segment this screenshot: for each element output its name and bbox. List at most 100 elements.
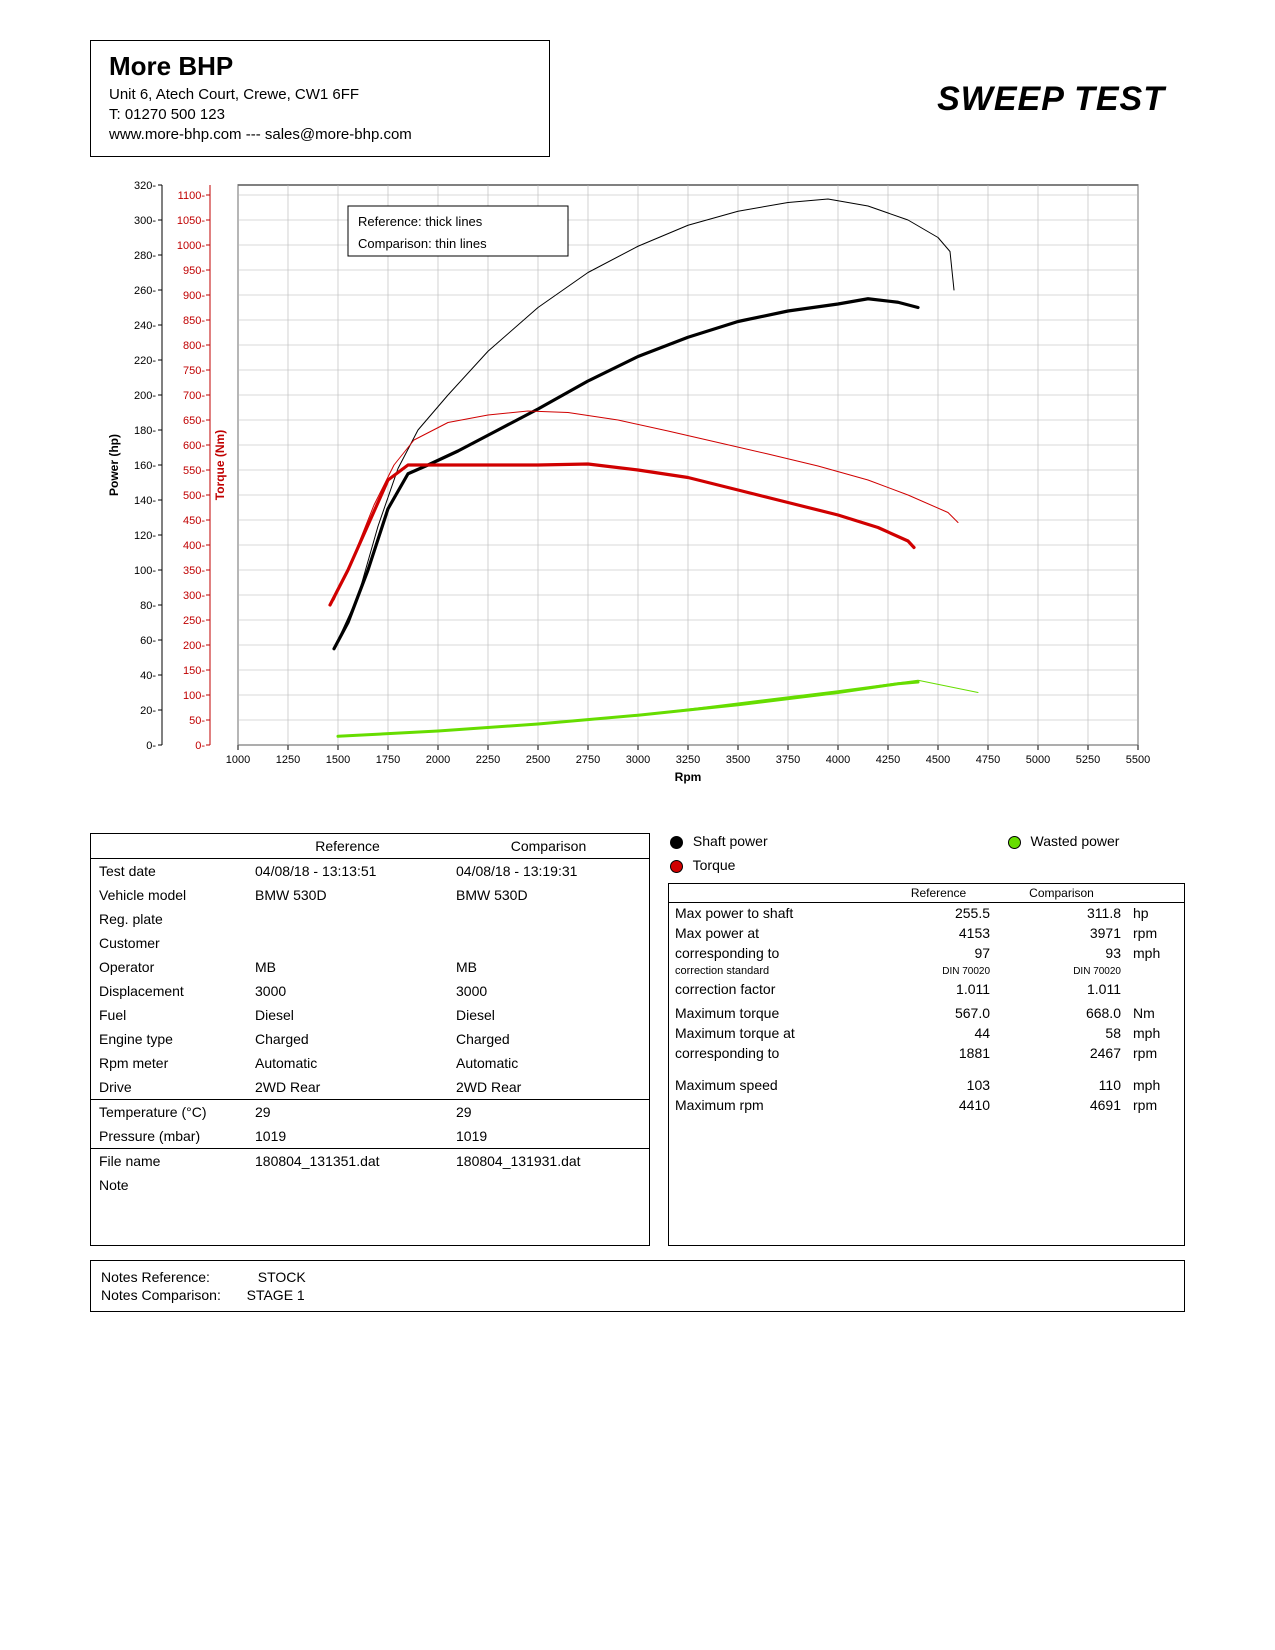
vehicle-table: ReferenceComparisonTest date04/08/18 - 1… [90, 833, 650, 1246]
res-row-value: 1.011 [881, 979, 996, 999]
svg-text:5500: 5500 [1125, 754, 1149, 766]
veh-row-value: BMW 530D [448, 883, 649, 907]
legend-torque: Torque [670, 857, 768, 873]
dyno-chart: 1000125015001750200022502500275030003250… [108, 175, 1168, 815]
svg-text:4750: 4750 [975, 754, 999, 766]
res-row-value: 1881 [881, 1043, 996, 1063]
veh-row-value: Charged [247, 1027, 448, 1051]
legend-label: Shaft power [693, 833, 768, 849]
veh-row-value [448, 931, 649, 955]
veh-row-label: Operator [91, 955, 247, 979]
legend-box: Shaft power Torque Wasted power [668, 833, 1185, 883]
res-row-value: 97 [881, 943, 996, 963]
veh-row-value: 180804_131931.dat [448, 1149, 649, 1174]
svg-text:Comparison: thin lines: Comparison: thin lines [358, 236, 487, 251]
res-row-value: DIN 70020 [881, 963, 996, 979]
svg-text:3750: 3750 [775, 754, 799, 766]
res-row-value: 3971 [996, 923, 1127, 943]
svg-text:280-: 280- [133, 250, 155, 262]
page: More BHP Unit 6, Atech Court, Crewe, CW1… [0, 0, 1275, 1650]
res-row-unit: mph [1127, 1075, 1184, 1095]
svg-text:4000: 4000 [825, 754, 849, 766]
res-col-header: Comparison [996, 884, 1127, 903]
veh-row-value: Automatic [247, 1051, 448, 1075]
res-row-unit: rpm [1127, 1095, 1184, 1115]
veh-row-value [448, 907, 649, 931]
res-row-value: 110 [996, 1075, 1127, 1095]
notes-ref-value: STOCK [258, 1269, 306, 1285]
veh-col-header: Comparison [448, 834, 649, 859]
svg-text:2500: 2500 [525, 754, 549, 766]
svg-text:120-: 120- [133, 530, 155, 542]
veh-row-value: 04/08/18 - 13:13:51 [247, 859, 448, 884]
veh-row-value: 29 [247, 1100, 448, 1125]
svg-text:100-: 100- [182, 690, 204, 702]
veh-row-value: Diesel [448, 1003, 649, 1027]
res-row-unit: hp [1127, 903, 1184, 924]
res-row-unit: rpm [1127, 1043, 1184, 1063]
veh-row-value: Automatic [448, 1051, 649, 1075]
svg-text:1750: 1750 [375, 754, 399, 766]
results-table: ReferenceComparisonMax power to shaft255… [668, 883, 1185, 1246]
res-row-value: 668.0 [996, 1003, 1127, 1023]
res-row-label: correction standard [669, 963, 881, 979]
svg-text:40-: 40- [140, 670, 156, 682]
svg-text:4250: 4250 [875, 754, 899, 766]
veh-row-value: 3000 [247, 979, 448, 1003]
res-row-label: correction factor [669, 979, 881, 999]
res-row-value: 2467 [996, 1043, 1127, 1063]
dot-icon [1008, 836, 1021, 849]
veh-col-header [91, 834, 247, 859]
svg-text:2000: 2000 [425, 754, 449, 766]
res-row-label: Maximum torque at [669, 1023, 881, 1043]
svg-text:1000: 1000 [225, 754, 249, 766]
svg-text:700-: 700- [182, 390, 204, 402]
legend-label: Torque [693, 857, 736, 873]
svg-text:950-: 950- [182, 265, 204, 277]
veh-row-value: 1019 [247, 1124, 448, 1149]
veh-row-label: Drive [91, 1075, 247, 1100]
veh-row-value: Charged [448, 1027, 649, 1051]
svg-text:4500: 4500 [925, 754, 949, 766]
document-title: SWEEP TEST [937, 80, 1165, 119]
notes-ref-label: Notes Reference: [101, 1269, 210, 1285]
veh-row-value: 3000 [448, 979, 649, 1003]
company-web-email: www.more-bhp.com --- sales@more-bhp.com [109, 126, 531, 143]
notes-comparison: Notes Comparison: STAGE 1 [101, 1287, 1174, 1303]
legend-shaft-power: Shaft power [670, 833, 768, 849]
veh-row-label: Temperature (°C) [91, 1100, 247, 1125]
svg-text:150-: 150- [182, 665, 204, 677]
res-row-value: 567.0 [881, 1003, 996, 1023]
svg-text:1000-: 1000- [176, 240, 204, 252]
notes-comp-label: Notes Comparison: [101, 1287, 221, 1303]
svg-text:80-: 80- [140, 600, 156, 612]
veh-row-label: Displacement [91, 979, 247, 1003]
res-row-value: 4153 [881, 923, 996, 943]
svg-text:850-: 850- [182, 315, 204, 327]
svg-text:1500: 1500 [325, 754, 349, 766]
svg-text:140-: 140- [133, 495, 155, 507]
svg-text:3000: 3000 [625, 754, 649, 766]
svg-text:400-: 400- [182, 540, 204, 552]
res-row-value: DIN 70020 [996, 963, 1127, 979]
res-row-value: 4691 [996, 1095, 1127, 1115]
svg-text:200-: 200- [133, 390, 155, 402]
results-column: Shaft power Torque Wasted power Referenc… [668, 833, 1185, 1246]
svg-text:200-: 200- [182, 640, 204, 652]
legend-wasted: Wasted power [1008, 833, 1120, 849]
svg-text:5250: 5250 [1075, 754, 1099, 766]
svg-text:50-: 50- [189, 715, 205, 727]
svg-text:500-: 500- [182, 490, 204, 502]
res-row-value: 311.8 [996, 903, 1127, 924]
svg-text:1050-: 1050- [176, 215, 204, 227]
svg-text:180-: 180- [133, 425, 155, 437]
res-row-label: Maximum torque [669, 1003, 881, 1023]
veh-row-label: Rpm meter [91, 1051, 247, 1075]
company-address: Unit 6, Atech Court, Crewe, CW1 6FF [109, 86, 531, 103]
res-row-unit [1127, 979, 1184, 999]
svg-text:3250: 3250 [675, 754, 699, 766]
veh-row-value [448, 1173, 649, 1197]
svg-text:Reference: thick lines: Reference: thick lines [358, 214, 483, 229]
res-col-header [669, 884, 881, 903]
notes-comp-value: STAGE 1 [247, 1287, 305, 1303]
